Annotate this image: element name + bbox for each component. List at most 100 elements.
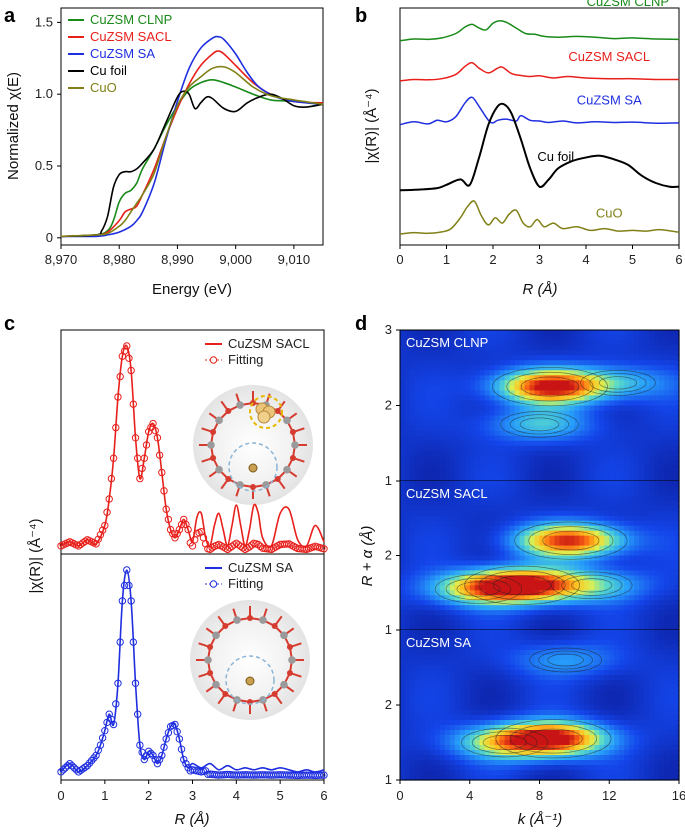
heatmap-cell	[530, 580, 536, 586]
heatmap-cell	[420, 605, 426, 611]
heatmap-cell	[485, 635, 491, 641]
heatmap-cell	[515, 406, 521, 412]
heatmap-cell	[460, 511, 466, 517]
heatmap-cell	[564, 491, 570, 497]
heatmap-cell	[440, 380, 446, 386]
heatmap-cell	[515, 670, 521, 676]
heatmap-cell	[460, 421, 466, 427]
heatmap-cell	[430, 451, 436, 457]
heatmap-cell	[475, 456, 481, 462]
heatmap-cell	[475, 551, 481, 557]
heatmap-cell	[669, 370, 675, 376]
heatmap-cell	[659, 436, 665, 442]
heatmap-cell	[445, 546, 451, 552]
heatmap-cell	[594, 416, 600, 422]
heatmap-cell	[559, 605, 565, 611]
heatmap-cell	[470, 400, 476, 406]
heatmap-cell	[644, 345, 650, 351]
heatmap-cell	[480, 451, 486, 457]
heatmap-cell	[589, 725, 595, 731]
heatmap-cell	[465, 511, 471, 517]
heatmap-cell	[435, 675, 441, 681]
heatmap-cell	[579, 345, 585, 351]
heatmap-cell	[500, 461, 506, 467]
heatmap-cell	[405, 675, 411, 681]
heatmap-cell	[569, 516, 575, 522]
heatmap-cell	[659, 481, 665, 487]
heatmap-cell	[554, 385, 560, 391]
heatmap-cell	[440, 745, 446, 751]
heatmap-cell	[490, 551, 496, 557]
heatmap-cell	[669, 511, 675, 517]
heatmap-cell	[480, 350, 486, 356]
heatmap-cell	[485, 365, 491, 371]
heatmap-cell	[415, 615, 421, 621]
heatmap-cell	[644, 411, 650, 417]
heatmap-cell	[425, 521, 431, 527]
heatmap-cell	[470, 556, 476, 562]
heatmap-cell	[460, 451, 466, 457]
heatmap-cell	[455, 660, 461, 666]
heatmap-cell	[549, 385, 555, 391]
heatmap-cell	[639, 451, 645, 457]
heatmap-cell	[515, 481, 521, 487]
heatmap-cell	[614, 436, 620, 442]
heatmap-cell	[495, 760, 501, 766]
heatmap-cell	[629, 355, 635, 361]
heatmap-cell	[430, 695, 436, 701]
heatmap-cell	[425, 575, 431, 581]
heatmap-cell	[430, 595, 436, 601]
heatmap-cell	[624, 491, 630, 497]
heatmap-cell	[470, 560, 476, 566]
heatmap-cell	[569, 600, 575, 606]
heatmap-cell	[420, 466, 426, 472]
heatmap-cell	[465, 595, 471, 601]
heatmap-cell	[669, 486, 675, 492]
heatmap-cell	[540, 365, 546, 371]
heatmap-cell	[659, 390, 665, 396]
heatmap-cell	[490, 700, 496, 706]
heatmap-cell	[569, 370, 575, 376]
heatmap-cell	[505, 491, 511, 497]
heatmap-cell	[544, 630, 550, 636]
heatmap-cell	[540, 380, 546, 386]
heatmap-cell	[574, 546, 580, 552]
heatmap-cell	[465, 531, 471, 537]
heatmap-cell	[480, 411, 486, 417]
heatmap-cell	[510, 335, 516, 341]
heatmap-cell	[410, 411, 416, 417]
heatmap-cell	[425, 451, 431, 457]
heatmap-cell	[455, 556, 461, 562]
heatmap-cell	[475, 431, 481, 437]
heatmap-cell	[475, 685, 481, 691]
heatmap-cell	[445, 526, 451, 532]
heatmap-cell	[654, 365, 660, 371]
heatmap-cell	[430, 720, 436, 726]
heatmap-cell	[584, 406, 590, 412]
legend-label-cuzsm-sacl: CuZSM SACL	[90, 29, 172, 44]
x-tick-label: 0	[57, 788, 64, 803]
heatmap-cell	[609, 466, 615, 472]
heatmap-cell	[664, 565, 670, 571]
heatmap-cell	[455, 735, 461, 741]
heatmap-cell	[554, 461, 560, 467]
heatmap-cell	[559, 685, 565, 691]
heatmap-cell	[400, 516, 406, 522]
heatmap-cell	[589, 466, 595, 472]
heatmap-cell	[515, 451, 521, 457]
heatmap-cell	[589, 695, 595, 701]
heatmap-cell	[415, 531, 421, 537]
heatmap-cell	[639, 426, 645, 432]
heatmap-cell	[405, 360, 411, 366]
heatmap-cell	[669, 340, 675, 346]
heatmap-cell	[485, 770, 491, 776]
heatmap-cell	[535, 350, 541, 356]
heatmap-cell	[639, 355, 645, 361]
heatmap-cell	[604, 395, 610, 401]
heatmap-cell	[510, 541, 516, 547]
heatmap-cell	[440, 760, 446, 766]
heatmap-cell	[475, 675, 481, 681]
heatmap-cell	[654, 481, 660, 487]
heatmap-cell	[460, 365, 466, 371]
